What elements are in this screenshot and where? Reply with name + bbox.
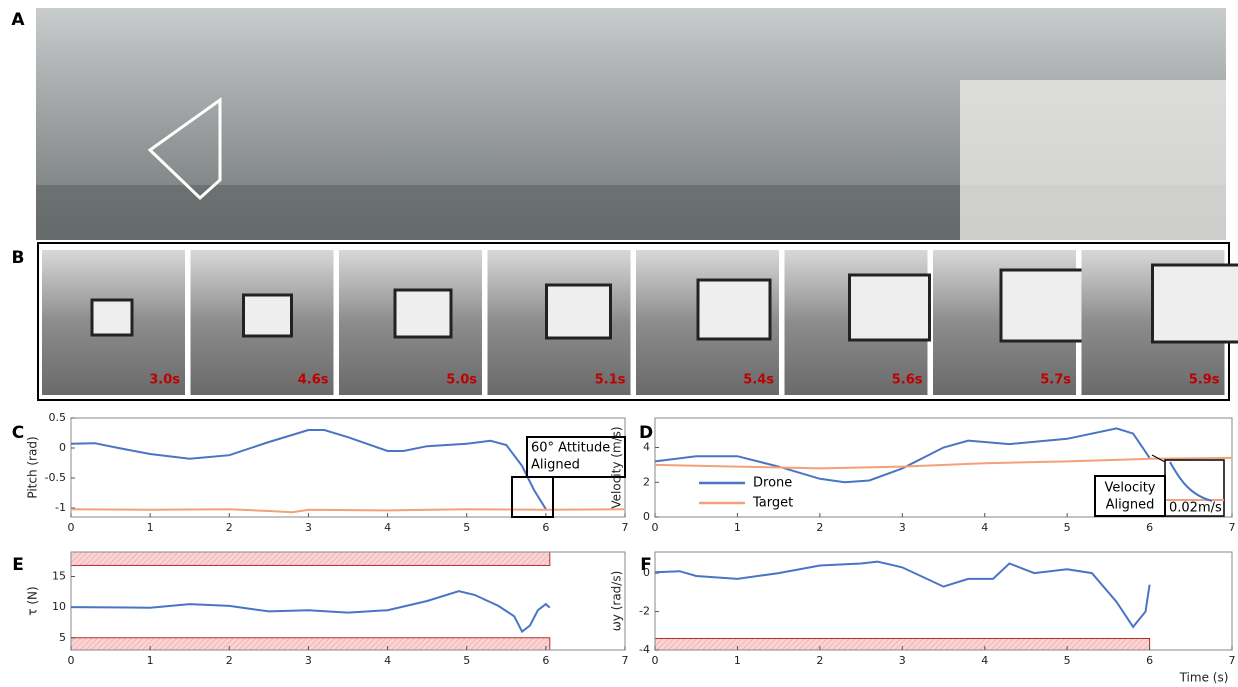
annotation: Velocity	[1105, 481, 1156, 496]
x-tick-label: 2	[816, 521, 823, 534]
photo-target	[545, 283, 612, 340]
camera-frustum	[147, 97, 222, 201]
panel-label: B	[12, 248, 25, 268]
x-tick-label: 3	[899, 521, 906, 534]
x-tick-label: 5	[1064, 521, 1071, 534]
x-tick-label: 4	[384, 654, 391, 667]
x-tick-label: 2	[816, 654, 823, 667]
y-tick-label: 5	[59, 631, 66, 644]
time-label: 5.9s	[1189, 373, 1220, 388]
series-line	[70, 590, 551, 634]
y-axis-label: ωy (rad/s)	[610, 571, 624, 632]
x-tick-label: 2	[226, 654, 233, 667]
time-label: 5.4s	[743, 373, 774, 388]
photo-target	[1151, 263, 1238, 344]
annotation: Aligned	[1106, 498, 1155, 513]
x-tick-label: 4	[981, 654, 988, 667]
y-tick-label: -1	[55, 501, 66, 514]
time-label: 5.6s	[892, 373, 923, 388]
x-tick-label: 0	[68, 521, 75, 534]
y-tick-label: 10	[52, 600, 66, 613]
constraint-band	[70, 637, 551, 651]
time-label: 5.0s	[446, 373, 477, 388]
x-tick-label: 3	[305, 654, 312, 667]
x-tick-label: 7	[622, 654, 629, 667]
zoom-box	[511, 476, 554, 518]
x-tick-label: 7	[622, 521, 629, 534]
x-tick-label: 1	[147, 521, 154, 534]
series-line	[654, 560, 1151, 629]
time-label: 4.6s	[298, 373, 329, 388]
y-tick-label: 0	[643, 510, 650, 523]
photo-target	[242, 293, 293, 338]
photo-target	[393, 288, 453, 339]
series-line	[70, 429, 547, 510]
panel-label: C	[12, 423, 24, 443]
x-tick-label: 6	[1146, 521, 1153, 534]
x-tick-label: 7	[1229, 521, 1236, 534]
series-line	[654, 456, 1233, 470]
photo-car	[960, 80, 1226, 240]
x-tick-label: 4	[384, 521, 391, 534]
x-tick-label: 5	[463, 654, 470, 667]
x-tick-label: 1	[734, 521, 741, 534]
y-tick-label: 0	[643, 566, 650, 579]
x-tick-label: 6	[542, 521, 549, 534]
y-tick-label: 15	[52, 570, 66, 583]
y-tick-label: -4	[639, 643, 650, 656]
y-axis-label: τ (N)	[26, 586, 40, 615]
x-tick-label: 3	[899, 654, 906, 667]
y-tick-label: 0	[59, 441, 66, 454]
annotation-box	[1094, 475, 1166, 517]
y-tick-label: 2	[643, 475, 650, 488]
inset-drone	[1169, 461, 1213, 502]
photo-target	[90, 298, 134, 337]
y-tick-label: 0.5	[49, 411, 67, 424]
x-tick-label: 2	[226, 521, 233, 534]
plot-frame	[654, 551, 1233, 651]
x-tick-label: 0	[652, 654, 659, 667]
x-tick-label: 3	[305, 521, 312, 534]
time-label: 3.0s	[149, 373, 180, 388]
x-tick-label: 5	[463, 521, 470, 534]
x-tick-label: 6	[542, 654, 549, 667]
photo-target	[999, 268, 1091, 343]
plot-frame	[654, 417, 1233, 518]
panel-label: D	[639, 423, 653, 443]
series-line	[654, 427, 1151, 484]
series-line	[70, 508, 626, 514]
y-tick-label: -2	[639, 605, 650, 618]
annotation: 60° Attitude	[531, 441, 610, 456]
leader	[1151, 454, 1166, 463]
panel-label: E	[12, 555, 24, 575]
x-tick-label: 1	[147, 654, 154, 667]
inset-label: 0.02m/s	[1169, 501, 1222, 516]
x-tick-label: 0	[652, 521, 659, 534]
y-tick-label: 4	[643, 441, 650, 454]
y-axis-label: Pitch (rad)	[26, 436, 40, 498]
x-tick-label: 4	[981, 521, 988, 534]
plot-frame	[70, 551, 626, 651]
x-tick-label: 6	[1146, 654, 1153, 667]
legend-label: Target	[752, 496, 793, 511]
panel-label: F	[640, 555, 652, 575]
time-label: 5.7s	[1040, 373, 1071, 388]
constraint-band	[70, 551, 551, 566]
annotation: Aligned	[531, 458, 580, 473]
x-tick-label: 1	[734, 654, 741, 667]
legend-label: Drone	[753, 476, 792, 491]
x-tick-label: 0	[68, 654, 75, 667]
time-label: 5.1s	[595, 373, 626, 388]
panel-label: A	[11, 10, 25, 30]
x-tick-label: 7	[1229, 654, 1236, 667]
y-axis-label: Velocity (m/s)	[610, 426, 624, 508]
annotation-box	[526, 436, 626, 478]
photo-target	[696, 278, 772, 341]
x-tick-label: 5	[1064, 654, 1071, 667]
photo-target	[848, 273, 931, 342]
y-tick-label: -0.5	[45, 471, 66, 484]
x-axis-label: Time (s)	[1179, 671, 1229, 685]
